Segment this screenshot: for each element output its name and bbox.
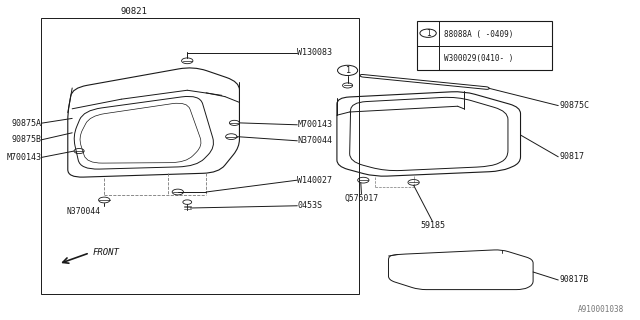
Text: M700143: M700143 bbox=[6, 153, 42, 162]
Text: W130083: W130083 bbox=[298, 48, 332, 57]
Text: N370044: N370044 bbox=[67, 207, 100, 216]
Text: N370044: N370044 bbox=[298, 136, 332, 145]
Text: 1: 1 bbox=[426, 29, 431, 38]
Text: 0453S: 0453S bbox=[298, 201, 323, 210]
Text: A910001038: A910001038 bbox=[578, 305, 624, 314]
Text: 90817: 90817 bbox=[559, 152, 584, 161]
Text: 90875A: 90875A bbox=[12, 119, 42, 128]
Text: W140027: W140027 bbox=[298, 176, 332, 185]
Bar bbox=[417, 21, 552, 70]
Text: 88088A ( -0409): 88088A ( -0409) bbox=[444, 30, 514, 39]
Text: 59185: 59185 bbox=[420, 221, 445, 230]
Text: 90821: 90821 bbox=[120, 7, 147, 16]
Bar bbox=[42, 18, 359, 294]
Text: Q575017: Q575017 bbox=[344, 194, 378, 203]
Text: 90875B: 90875B bbox=[12, 135, 42, 144]
Text: FRONT: FRONT bbox=[93, 248, 120, 257]
Text: M700143: M700143 bbox=[298, 120, 332, 129]
Text: W300029(0410- ): W300029(0410- ) bbox=[444, 53, 514, 62]
Text: 90817B: 90817B bbox=[559, 276, 589, 284]
Text: 1: 1 bbox=[345, 66, 350, 75]
Text: 90875C: 90875C bbox=[559, 101, 589, 110]
